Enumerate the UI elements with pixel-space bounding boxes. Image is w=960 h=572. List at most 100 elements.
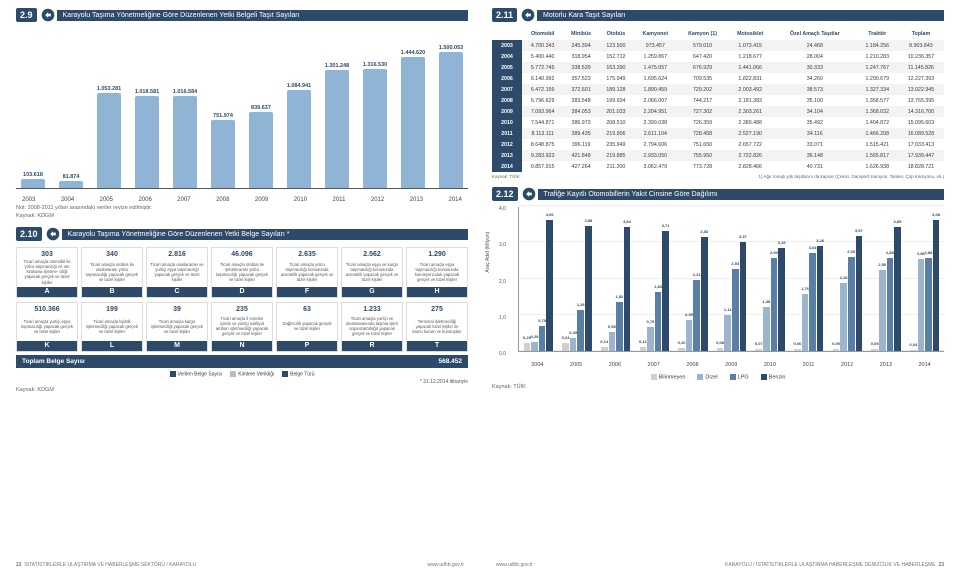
f211: 1) Ağır tonajlı yük taşıtlarını da kapsa… bbox=[759, 174, 945, 179]
cell: 6.472.156 bbox=[522, 84, 563, 95]
pg-l: 22 bbox=[16, 562, 22, 568]
cell: 1.466.208 bbox=[857, 128, 898, 139]
lg1: Verilen Belge Sayısı bbox=[178, 371, 223, 377]
fc-legend: BilinmeyenDizelLPGBenzin bbox=[492, 374, 944, 380]
cell: 38.573 bbox=[773, 84, 857, 95]
cell: 1.890.459 bbox=[633, 84, 678, 95]
cell: 35.100 bbox=[773, 95, 857, 106]
sec211-header: 2.11 Motorlu Kara Taşıt Sayıları bbox=[492, 8, 944, 22]
cell: 2.611.104 bbox=[633, 128, 678, 139]
sec210-header: 2.10 Karayolu Taşıma Yönetmeliğine Göre … bbox=[16, 227, 468, 241]
legend210: Verilen Belge Sayısı Kimlere Verildiği B… bbox=[16, 371, 468, 377]
arrow-icon bbox=[46, 227, 60, 241]
th: Kamyonet bbox=[633, 28, 678, 40]
grid210-row2: 510.366Ticari amaçla yurtiçi eşya taşıma… bbox=[16, 302, 468, 352]
cell: 9.857.915 bbox=[522, 161, 563, 172]
cell: 744.217 bbox=[678, 95, 728, 106]
cell: 2.657.722 bbox=[727, 139, 773, 150]
cell: 1.441.066 bbox=[727, 62, 773, 73]
cell: 2.204.951 bbox=[633, 106, 678, 117]
cell: 727.302 bbox=[678, 106, 728, 117]
cell: 34.260 bbox=[773, 73, 857, 84]
arrow-icon bbox=[522, 187, 536, 201]
yr-cell: 2008 bbox=[492, 95, 522, 106]
cell: 2.181.383 bbox=[727, 95, 773, 106]
ft-r: KARAYOLU / İSTATİSTİKLERLE ULAŞTIRMA HAB… bbox=[725, 562, 936, 568]
cell: 201.033 bbox=[599, 106, 633, 117]
yr-cell: 2007 bbox=[492, 84, 522, 95]
cell: 7.093.964 bbox=[522, 106, 563, 117]
cell: 386.973 bbox=[563, 117, 599, 128]
cell: 421.848 bbox=[563, 150, 599, 161]
cell: 318.954 bbox=[563, 51, 599, 62]
kaynak210: Kaynak: KDGM bbox=[16, 387, 468, 393]
cell: 579.010 bbox=[678, 40, 728, 51]
cell: 17.033.413 bbox=[898, 139, 944, 150]
total-label: Toplam Belge Sayısı bbox=[22, 358, 85, 365]
cell: 36.148 bbox=[773, 150, 857, 161]
yr-cell: 2013 bbox=[492, 150, 522, 161]
pg-r: 23 bbox=[938, 562, 944, 568]
arrow-icon bbox=[41, 8, 55, 22]
cell: 372.601 bbox=[563, 84, 599, 95]
ylabel: Araç Adet (Milyon) bbox=[485, 231, 491, 272]
grid-cell: 2.562Ticari amaçla eşya ve kargo taşımac… bbox=[341, 247, 403, 298]
k211: Kaynak: TÜİK bbox=[492, 174, 520, 179]
cell: 219.885 bbox=[599, 150, 633, 161]
cell: 211.200 bbox=[599, 161, 633, 172]
cell: 1.695.624 bbox=[633, 73, 678, 84]
cell: 8.903.843 bbox=[898, 40, 944, 51]
total-bar: Toplam Belge Sayısı 568.452 bbox=[16, 355, 468, 368]
grid-cell: 1.233Ticari amaçla yurtiçi ve uluslarara… bbox=[341, 302, 403, 352]
cell: 1.368.032 bbox=[857, 106, 898, 117]
cell: 12.227.393 bbox=[898, 73, 944, 84]
grid-cell: 235Ticari amaçla il sınırları içinde ve … bbox=[211, 302, 273, 352]
asterisk: * 31.12.2014 itibariyle bbox=[16, 379, 468, 385]
cell: 396.119 bbox=[563, 139, 599, 150]
cell: 1.184.256 bbox=[857, 40, 898, 51]
cell: 163.390 bbox=[599, 62, 633, 73]
footer-right: www.udhb.gov.tr KARAYOLU / İSTATİSTİKLER… bbox=[496, 562, 944, 568]
cell: 175.949 bbox=[599, 73, 633, 84]
cell: 33.071 bbox=[773, 139, 857, 150]
cell: 2.389.488 bbox=[727, 117, 773, 128]
fuel-chart: Araç Adet (Milyon) 0,01,02,03,04,00,250,… bbox=[492, 207, 944, 372]
cell: 28.004 bbox=[773, 51, 857, 62]
cell: 1.358.577 bbox=[857, 95, 898, 106]
right-page: 2.11 Motorlu Kara Taşıt Sayıları Otomobi… bbox=[480, 0, 960, 572]
fn211: Kaynak: TÜİK 1) Ağır tonajlı yük taşıtla… bbox=[492, 174, 944, 179]
table-211: OtomobilMinibüsOtobüsKamyonetKamyon (1)M… bbox=[492, 28, 944, 172]
cell: 729.202 bbox=[678, 84, 728, 95]
cell: 16.089.528 bbox=[898, 128, 944, 139]
cell: 2.303.261 bbox=[727, 106, 773, 117]
sec210-num: 2.10 bbox=[16, 227, 42, 241]
cell: 383.548 bbox=[563, 95, 599, 106]
th: Minibüs bbox=[563, 28, 599, 40]
cell: 1.073.415 bbox=[727, 40, 773, 51]
cell: 1.565.817 bbox=[857, 150, 898, 161]
cell: 338.539 bbox=[563, 62, 599, 73]
cell: 34.104 bbox=[773, 106, 857, 117]
cell: 15.095.603 bbox=[898, 117, 944, 128]
cell: 755.950 bbox=[678, 150, 728, 161]
cell: 152.712 bbox=[599, 51, 633, 62]
grid-cell: 303Ticari amaçla otomobil ile yolcu taşı… bbox=[16, 247, 78, 298]
cell: 1.218.677 bbox=[727, 51, 773, 62]
grid-cell: 510.366Ticari amaçla yurtiçi eşya taşıma… bbox=[16, 302, 78, 352]
cell: 709.535 bbox=[678, 73, 728, 84]
cell: 389.435 bbox=[563, 128, 599, 139]
barchart-29: 103.61881.8741.053.2811.018.5811.016.584… bbox=[16, 28, 468, 203]
sec212-title: Trafiğe Kayıtlı Otomobillerin Yakıt Cins… bbox=[538, 189, 944, 200]
cell: 357.523 bbox=[563, 73, 599, 84]
cell: 5.772.745 bbox=[522, 62, 563, 73]
kaynak212: Kaynak: TÜİK bbox=[492, 384, 944, 390]
note1: Not: 2008-2011 yılları arasındaki verile… bbox=[16, 205, 468, 211]
cell: 1.475.057 bbox=[633, 62, 678, 73]
cell: 2.399.038 bbox=[633, 117, 678, 128]
grid-cell: 63Dağıtıcılık yapacak gerçek ve tüzel ki… bbox=[276, 302, 338, 352]
grid-cell: 199Ticari amaçla lojistik işletmeciliği … bbox=[81, 302, 143, 352]
grid-cell: 275Terminal işletmeciliği yapacak tüzel … bbox=[406, 302, 468, 352]
url-r: www.udhb.gov.tr bbox=[496, 562, 533, 568]
left-page: 2.9 Karayolu Taşıma Yönetmeliğine Göre D… bbox=[0, 0, 480, 572]
sec29-title: Karayolu Taşıma Yönetmeliğine Göre Düzen… bbox=[57, 10, 468, 21]
